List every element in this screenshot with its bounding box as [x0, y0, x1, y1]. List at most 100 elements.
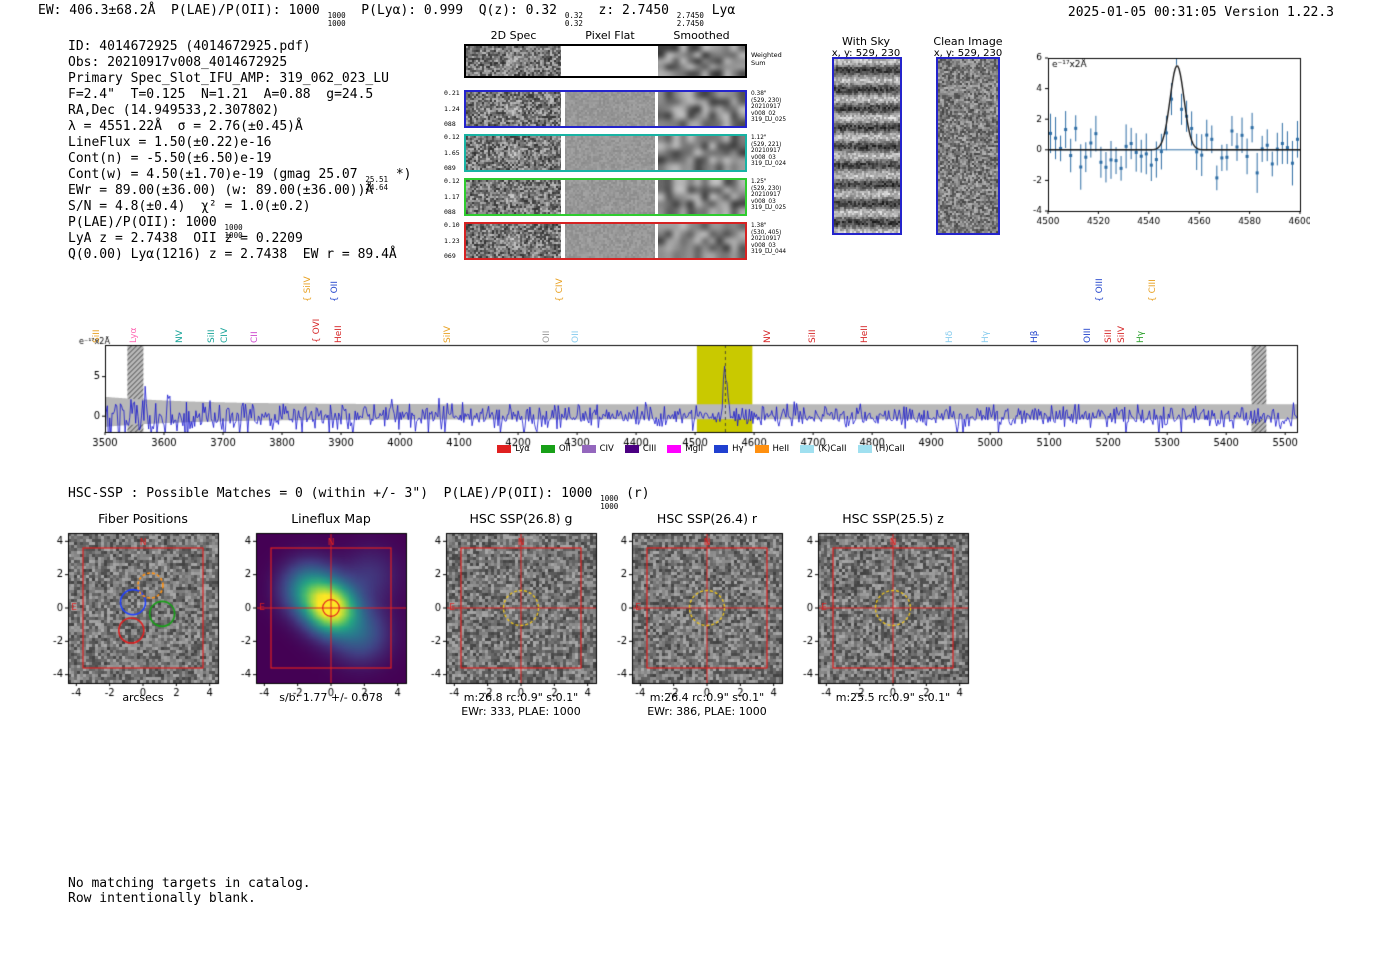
cutout-image-lineflux	[222, 527, 414, 713]
spec2d-row-stats: 0.12 1.17 088	[444, 177, 460, 216]
spec2d-row-stats: 0.10 1.23 069	[444, 221, 460, 260]
info-line: RA,Dec (14.949533,2.307802)	[68, 103, 411, 119]
smoothed-image	[658, 224, 745, 258]
spec2d-image	[466, 136, 561, 170]
info-line: Primary Spec_Slot_IFU_AMP: 319_062_023_L…	[68, 71, 411, 87]
footer-note-1: No matching targets in catalog.	[68, 876, 311, 891]
text-segment: EW: 406.3±68.2Å P(LAE)/P(OII): 1000	[38, 3, 328, 18]
text-segment: EWr = 89.00(±36.00) (w: 89.00(±36.00))Å	[68, 183, 374, 198]
legend-item: (K)CaII	[800, 444, 847, 454]
footer-note-2: Row intentionally blank.	[68, 891, 256, 906]
cutout-title: HSC SSP(25.5) z	[842, 511, 944, 526]
spectral-line-label: { OIII	[1095, 278, 1106, 302]
info-block: ID: 4014672925 (4014672925.pdf) Obs: 2021…	[68, 39, 411, 263]
info-line: ID: 4014672925 (4014672925.pdf)	[68, 39, 411, 55]
legend-label: Lyα	[515, 444, 530, 454]
text-segment: *)	[388, 167, 412, 182]
legend-label: CIV	[599, 444, 614, 454]
spec2d-row	[464, 44, 747, 78]
stacked-fraction: 1000 1000	[224, 223, 243, 240]
text-segment: Primary Spec_Slot_IFU_AMP: 319_062_023_L…	[68, 71, 389, 86]
spectrum-legend: Lyα OII CIV CIII MgII Hγ HeII (K)CaII (H)CaII	[105, 444, 1297, 454]
spec2d-col-header: Smoothed	[673, 29, 730, 42]
stacked-fraction: 0.32 0.32	[564, 11, 583, 28]
legend-item: (H)CaII	[857, 444, 905, 454]
smoothed-image	[658, 136, 745, 170]
legend-item: HeII	[754, 444, 790, 454]
pixelflat-image	[565, 136, 655, 170]
withsky-coords: x, y: 529, 230	[831, 48, 901, 59]
legend-swatch	[540, 445, 555, 453]
stacked-fraction: 2.7450 2.7450	[676, 11, 704, 28]
timestamp-version: 2025-01-05 00:31:05 Version 1.22.3	[1067, 5, 1334, 20]
legend-label: (K)CaII	[818, 444, 847, 454]
spec2d-image	[466, 92, 561, 126]
text-segment: z: 2.7450	[582, 3, 677, 18]
spec2d-row-meta: 1.25" (529, 230) 20210917 v008_03 319_LU_025	[751, 179, 787, 212]
legend-item: MgII	[667, 444, 703, 454]
spec2d-row-meta: 1.12" (529, 221) 20210917 v008_03 319_LU_024	[751, 135, 787, 168]
text-segment: P(LAE)/P(OII): 1000	[68, 215, 225, 230]
info-line: EWr = 89.00(±36.00) (w: 89.00(±36.00))Å	[68, 183, 411, 199]
info-line: S/N = 4.8(±0.4) χ² = 1.0(±0.2)	[68, 199, 411, 215]
pixelflat-image	[565, 224, 655, 258]
legend-item: Lyα	[497, 444, 530, 454]
legend-label: (H)CaII	[875, 444, 905, 454]
cutout-title: HSC SSP(26.8) g	[469, 511, 573, 526]
spectral-line-label: { SiIV	[302, 276, 313, 302]
full-spectrum-chart	[75, 336, 1310, 448]
text-segment: S/N = 4.8(±0.4) χ² = 1.0(±0.2)	[68, 199, 311, 214]
legend-label: HeII	[772, 444, 790, 454]
text-segment: Lyα	[703, 3, 736, 18]
legend-swatch	[581, 445, 596, 453]
text-segment: ID: 4014672925 (4014672925.pdf)	[68, 39, 311, 54]
summary-header: EW: 406.3±68.2Å P(LAE)/P(OII): 1000 1000…	[38, 3, 735, 28]
withsky-title: With Sky	[842, 35, 890, 48]
spectral-line-label: { OII	[329, 281, 340, 302]
spec2d-row	[464, 90, 747, 128]
info-line: Cont(n) = -5.50(±6.50)e-19	[68, 151, 411, 167]
info-line: F=2.4" T=0.125 N=1.21 A=0.88 g=24.5	[68, 87, 411, 103]
info-line: LyA z = 2.7438 OII z = 0.2209	[68, 231, 411, 247]
text-segment: HSC-SSP : Possible Matches = 0 (within +…	[68, 486, 601, 501]
legend-label: CIII	[642, 444, 657, 454]
text-segment: Q(0.00) Lyα(1216) z = 2.7438 EW r = 89.4…	[68, 247, 397, 262]
legend-swatch	[714, 445, 729, 453]
text-segment: P(Lyα): 0.999 Q(z): 0.32	[345, 3, 565, 18]
legend-item: CIII	[624, 444, 657, 454]
spectral-line-label: { CIII	[1147, 279, 1158, 302]
smoothed-image	[658, 180, 745, 214]
text-segment: (r)	[618, 486, 650, 501]
legend-item: CIV	[581, 444, 614, 454]
spec2d-rows: Weighted Sum 0.21 1.24 088 0.38" (529, 230) 202…	[444, 0, 824, 270]
text-segment: RA,Dec (14.949533,2.307802)	[68, 103, 280, 118]
text-segment: LyA z = 2.7438 OII z = 0.2209	[68, 231, 303, 246]
spec2d-row	[464, 178, 747, 216]
text-segment: Cont(n) = -5.50(±6.50)e-19	[68, 151, 272, 166]
legend-label: Hγ	[732, 444, 744, 454]
spec2d-col-header: 2D Spec	[490, 29, 537, 42]
hsc-match-line: HSC-SSP : Possible Matches = 0 (within +…	[68, 486, 650, 511]
spec2d-col-header: Pixel Flat	[585, 29, 635, 42]
cutout-image-hsc	[784, 527, 976, 713]
info-line: Obs: 20210917v008_4014672925	[68, 55, 411, 71]
info-line: λ = 4551.22Å σ = 2.76(±0.45)Å	[68, 119, 411, 135]
spec2d-row-meta: 1.38" (530, 405) 20210917 v008_03 319_LU_044	[751, 223, 787, 256]
cutout-title: Fiber Positions	[98, 511, 188, 526]
stacked-fraction: 1000 1000	[600, 494, 619, 511]
legend-item: OII	[540, 444, 571, 454]
pixelflat-image	[565, 180, 655, 214]
spec2d-row-stats: 0.12 1.65 089	[444, 133, 460, 172]
text-segment: Obs: 20210917v008_4014672925	[68, 55, 288, 70]
legend-label: OII	[558, 444, 571, 454]
spec2d-row-meta: 0.38" (529, 230) 20210917 v008_02 319_LU_025	[751, 91, 787, 124]
legend-swatch	[800, 445, 815, 453]
text-segment: λ = 4551.22Å σ = 2.76(±0.45)Å	[68, 119, 303, 134]
text-segment: LineFlux = 1.50(±0.22)e-16	[68, 135, 272, 150]
stacked-fraction: 25.51 24.64	[365, 175, 388, 192]
cleanimage-title: Clean Image	[933, 35, 1003, 48]
cleanimage-coords: x, y: 529, 230	[933, 48, 1003, 59]
legend-swatch	[667, 445, 682, 453]
spec2d-row	[464, 134, 747, 172]
cutout-image-hsc	[412, 527, 604, 713]
